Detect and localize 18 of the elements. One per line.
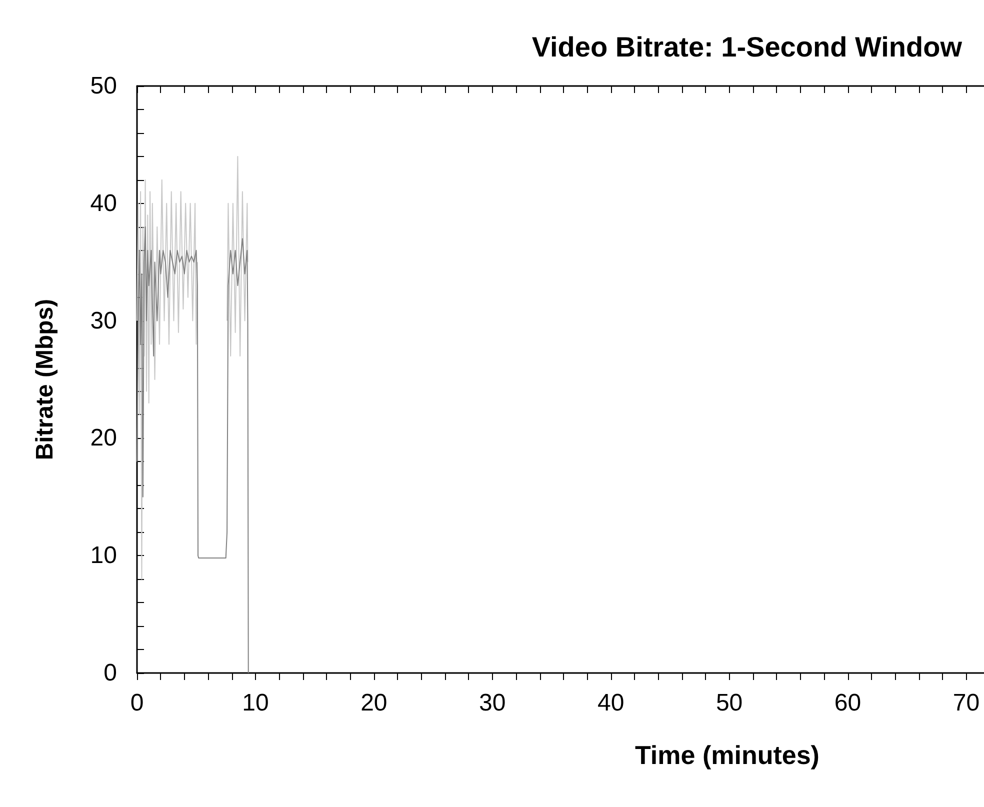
y-tick-label: 30 xyxy=(90,307,117,334)
y-tick-label: 10 xyxy=(90,542,117,570)
x-axis-title: Time (minutes) xyxy=(635,740,820,770)
y-tick-label: 40 xyxy=(90,190,117,217)
y-tick-label: 50 xyxy=(90,72,117,100)
y-tick-label: 0 xyxy=(104,660,117,686)
x-tick-label: 40 xyxy=(597,690,624,716)
x-tick-label: 0 xyxy=(130,690,144,716)
y-axis-title: Bitrate (Mbps) xyxy=(32,298,58,460)
x-tick-label: 30 xyxy=(479,690,506,716)
x-tick-label: 20 xyxy=(360,690,388,716)
x-tick-label: 50 xyxy=(716,690,743,716)
chart-title: Video Bitrate: 1-Second Window xyxy=(532,32,962,62)
y-tick-label: 20 xyxy=(90,424,117,452)
x-tick-label: 70 xyxy=(952,690,980,716)
line-series xyxy=(136,226,249,674)
x-tick-label: 10 xyxy=(242,690,269,716)
x-tick-label: 60 xyxy=(834,690,862,716)
